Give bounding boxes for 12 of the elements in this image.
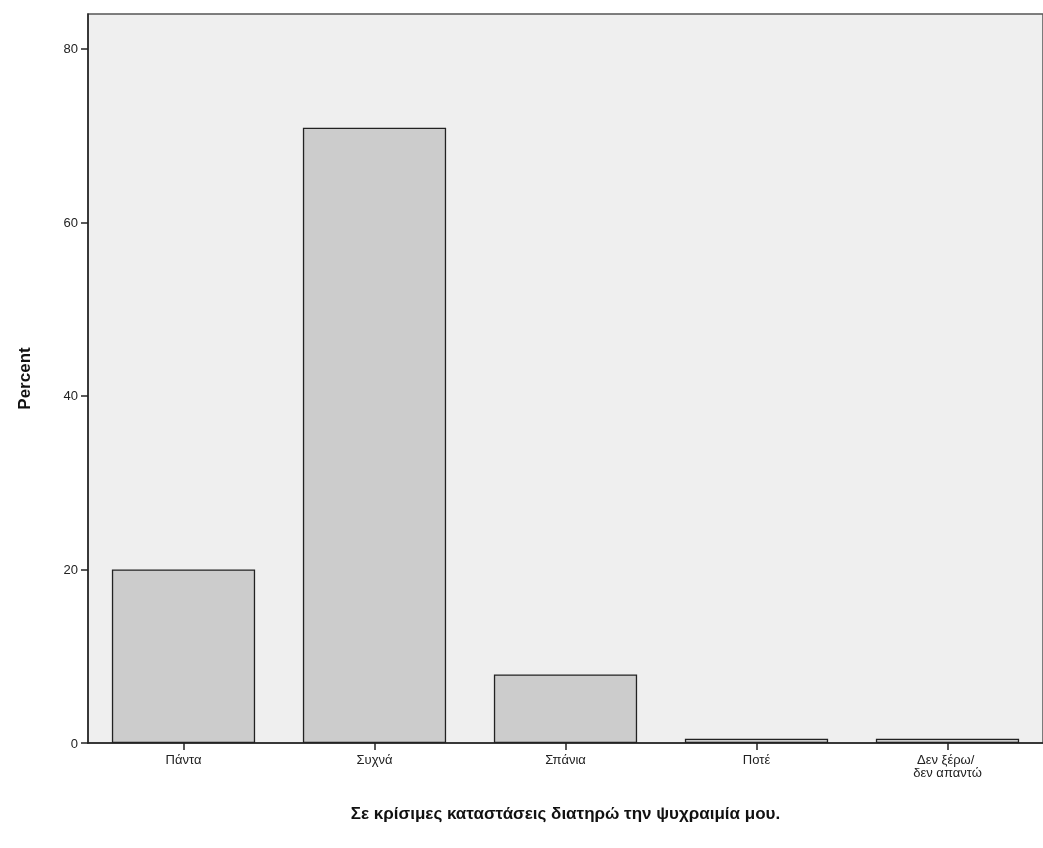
y-tick-label: 80	[63, 41, 78, 57]
x-tick-label: Σπάνια	[545, 752, 587, 767]
y-axis-title: Percent	[15, 346, 34, 410]
x-tick-label: Ποτέ	[742, 752, 771, 767]
x-tick-label: Συχνά	[356, 752, 393, 767]
y-tick-label: 40	[63, 388, 78, 404]
y-tick-label: 0	[70, 735, 78, 751]
x-axis-title: Σε κρίσιμες καταστάσεις διατηρώ την ψυχραιμία μου.	[350, 804, 781, 823]
y-tick-label: 20	[63, 561, 78, 577]
y-tick-label: 60	[63, 214, 78, 230]
x-tick-label: Πάντα	[165, 752, 202, 767]
x-tick-label: Δεν ξέρω/ δεν απαντώ	[913, 752, 982, 780]
